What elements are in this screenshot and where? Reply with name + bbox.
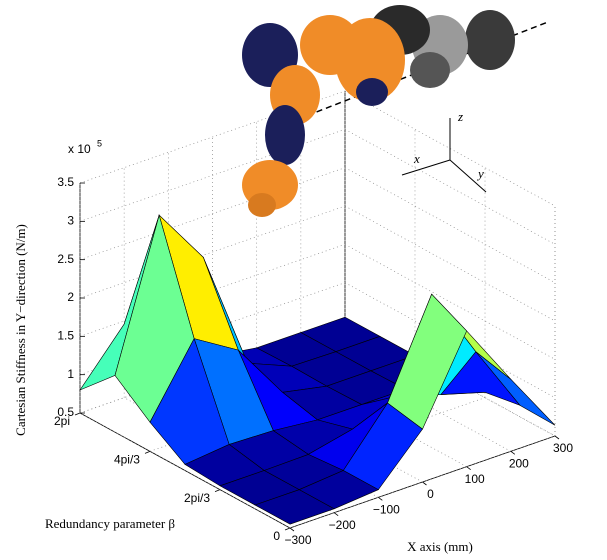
z-exponent: 5 — [97, 138, 102, 148]
axis-edge — [79, 412, 291, 529]
x-tick — [510, 451, 516, 455]
x-tick — [333, 512, 339, 516]
x-tick-label: 0 — [427, 487, 434, 501]
x-tick-label: −200 — [329, 518, 356, 532]
x-tick — [378, 497, 383, 501]
z-tick-label: 0.5 — [57, 405, 74, 419]
y-axis-label: Redundancy parameter β — [45, 516, 175, 531]
x-tick — [466, 466, 471, 470]
x-tick — [289, 527, 295, 532]
z-axis-label: Cartesian Stiffness in Y−direction (N/m) — [13, 224, 28, 436]
x-tick-label: −300 — [284, 533, 311, 547]
y-tick — [74, 412, 81, 416]
z-multiplier: x 10 — [68, 142, 91, 156]
x-tick — [422, 481, 427, 486]
y-tick-label: 2pi/3 — [184, 491, 210, 505]
grid-line — [79, 205, 346, 299]
z-tick-label: 3.5 — [57, 175, 74, 189]
x-tick-label: 200 — [509, 457, 529, 471]
z-tick-label: 1.5 — [57, 329, 74, 343]
triad-label: y — [476, 166, 484, 181]
x-tick — [554, 435, 560, 440]
y-tick — [214, 489, 221, 493]
grid-line — [344, 205, 556, 322]
grid-line — [344, 167, 556, 283]
x-axis-label: X axis (mm) — [407, 539, 473, 554]
y-tick-label: 2pi — [54, 414, 70, 428]
z-tick-label: 1 — [67, 367, 74, 381]
y-tick — [144, 450, 151, 454]
x-tick-label: 300 — [553, 441, 573, 455]
axes-triad — [401, 118, 487, 193]
surface-patch — [254, 489, 335, 525]
triad-label: z — [457, 109, 463, 124]
y-tick — [284, 527, 291, 531]
y-tick-label: 0 — [273, 529, 280, 543]
grid-line — [79, 129, 346, 222]
z-tick-label: 2.5 — [57, 252, 74, 266]
surface — [79, 214, 556, 525]
robot-illustration — [242, 5, 549, 217]
grid-line — [79, 167, 346, 260]
triad-label: x — [413, 151, 420, 166]
x-tick-label: −100 — [373, 503, 400, 517]
y-tick-label: 4pi/3 — [114, 452, 140, 466]
x-tick-label: 100 — [465, 472, 485, 486]
z-tick-label: 3 — [67, 214, 74, 228]
z-tick-label: 2 — [67, 290, 74, 304]
grid-line — [79, 90, 346, 184]
